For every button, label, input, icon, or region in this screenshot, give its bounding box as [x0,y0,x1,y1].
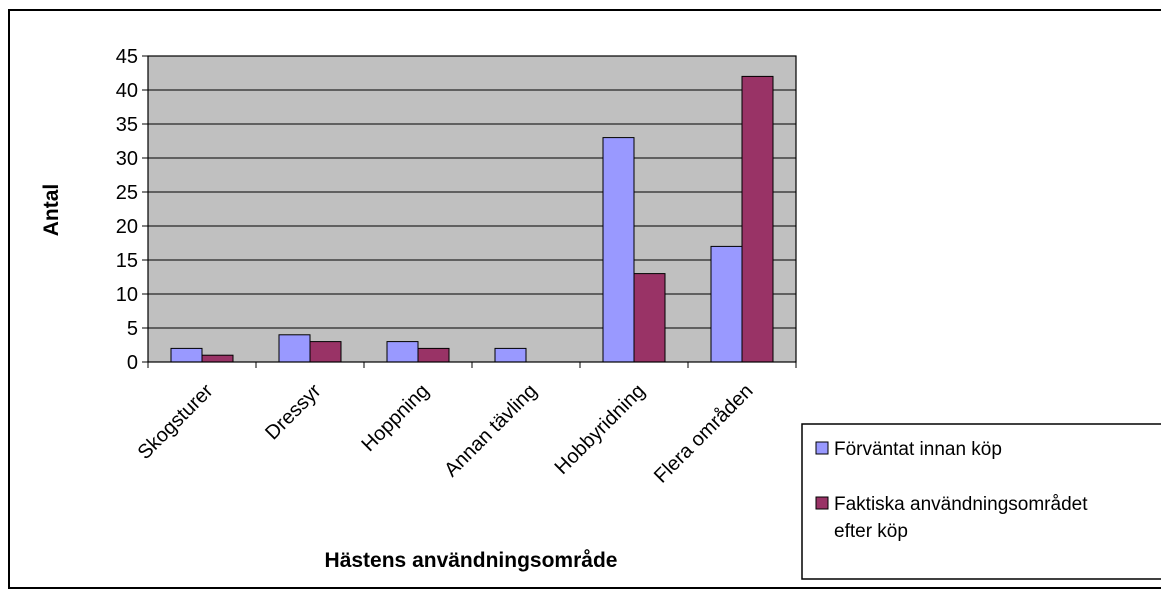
axes [142,55,797,368]
y-tick-label: 0 [127,352,138,374]
x-tick-label: Dressyr [261,380,326,445]
bar [386,341,419,363]
legend-label-expected: Förväntat innan köp [834,439,1002,460]
x-tick-label: Hoppning [357,380,433,456]
bar [602,137,635,363]
x-tick-label: Hobbyridning [551,380,650,479]
legend-box [801,423,1161,580]
y-tick-label: 15 [116,250,138,272]
y-tick-label: 20 [116,216,138,238]
y-tick-label: 5 [127,318,138,340]
bar [710,245,743,363]
y-tick-labels: 0 5 10 15 20 25 30 35 40 45 [116,46,138,374]
bar [170,347,203,363]
y-tick-label: 10 [116,284,138,306]
bar [278,334,311,363]
y-tick-label: 30 [116,148,138,170]
bar [201,354,234,363]
y-tick-label: 35 [116,114,138,136]
bar [633,273,666,363]
bar [417,347,450,363]
x-tick-label: Flera områden [650,380,758,488]
plot-area [148,56,796,362]
legend-swatch-actual [815,496,829,510]
y-axis-title: Antal [40,184,63,237]
y-tick-label: 25 [116,182,138,204]
bar [741,75,774,363]
bar [309,341,342,363]
x-tick-label: Skogsturer [134,380,218,464]
legend: Förväntat innan köp Faktiska användnings… [801,423,1161,580]
y-tick-label: 45 [116,46,138,68]
legend-label-actual: Faktiska användningsområdet efter köp [834,494,1088,542]
x-tick-label: Annan tävling [440,380,541,481]
legend-swatch-expected [815,441,829,455]
y-tick-label: 40 [116,80,138,102]
x-tick-labels: Skogsturer Dressyr Hoppning Annan tävling Ho… [134,380,758,488]
bar [494,347,527,363]
bars [170,75,774,363]
x-axis-title: Hästens användningsområde [325,549,618,572]
